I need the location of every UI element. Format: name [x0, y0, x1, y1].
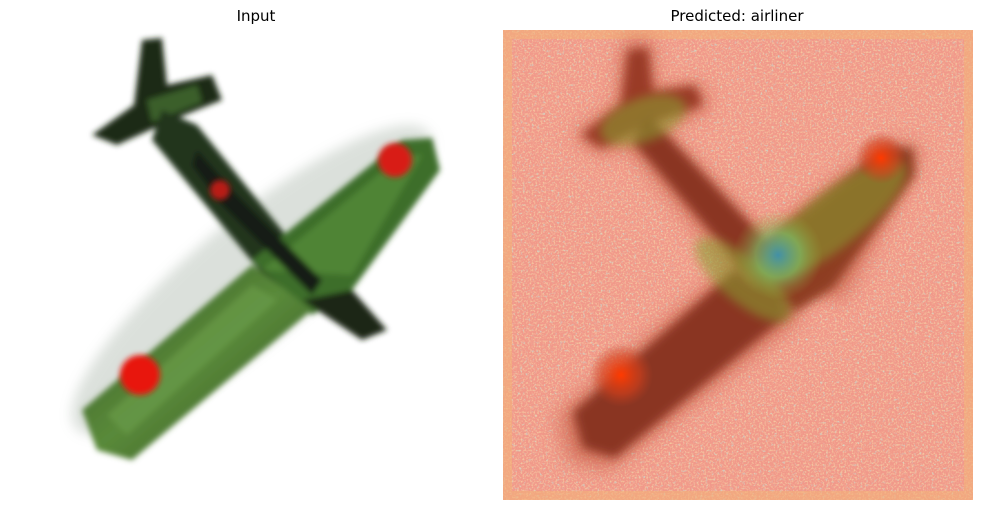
- input-panel: Input: [16, 0, 496, 510]
- wing-roundel: [378, 143, 412, 177]
- airplane-shape: [82, 38, 440, 460]
- input-airplane-illustration: [22, 30, 492, 500]
- front-roundel-hotspot: [589, 343, 653, 407]
- prediction-panel: Predicted: airliner: [497, 0, 977, 510]
- front-roundel: [120, 355, 160, 395]
- prediction-panel-title: Predicted: airliner: [670, 7, 804, 25]
- saliency-heatmap-overlay: [503, 30, 973, 500]
- input-image: [22, 30, 492, 500]
- input-panel-title: Input: [236, 7, 276, 25]
- heatmap-overlay-illustration: [503, 30, 973, 500]
- tail-roundel: [210, 180, 230, 200]
- roundels: [120, 143, 412, 395]
- wing-roundel-hotspot: [855, 132, 907, 184]
